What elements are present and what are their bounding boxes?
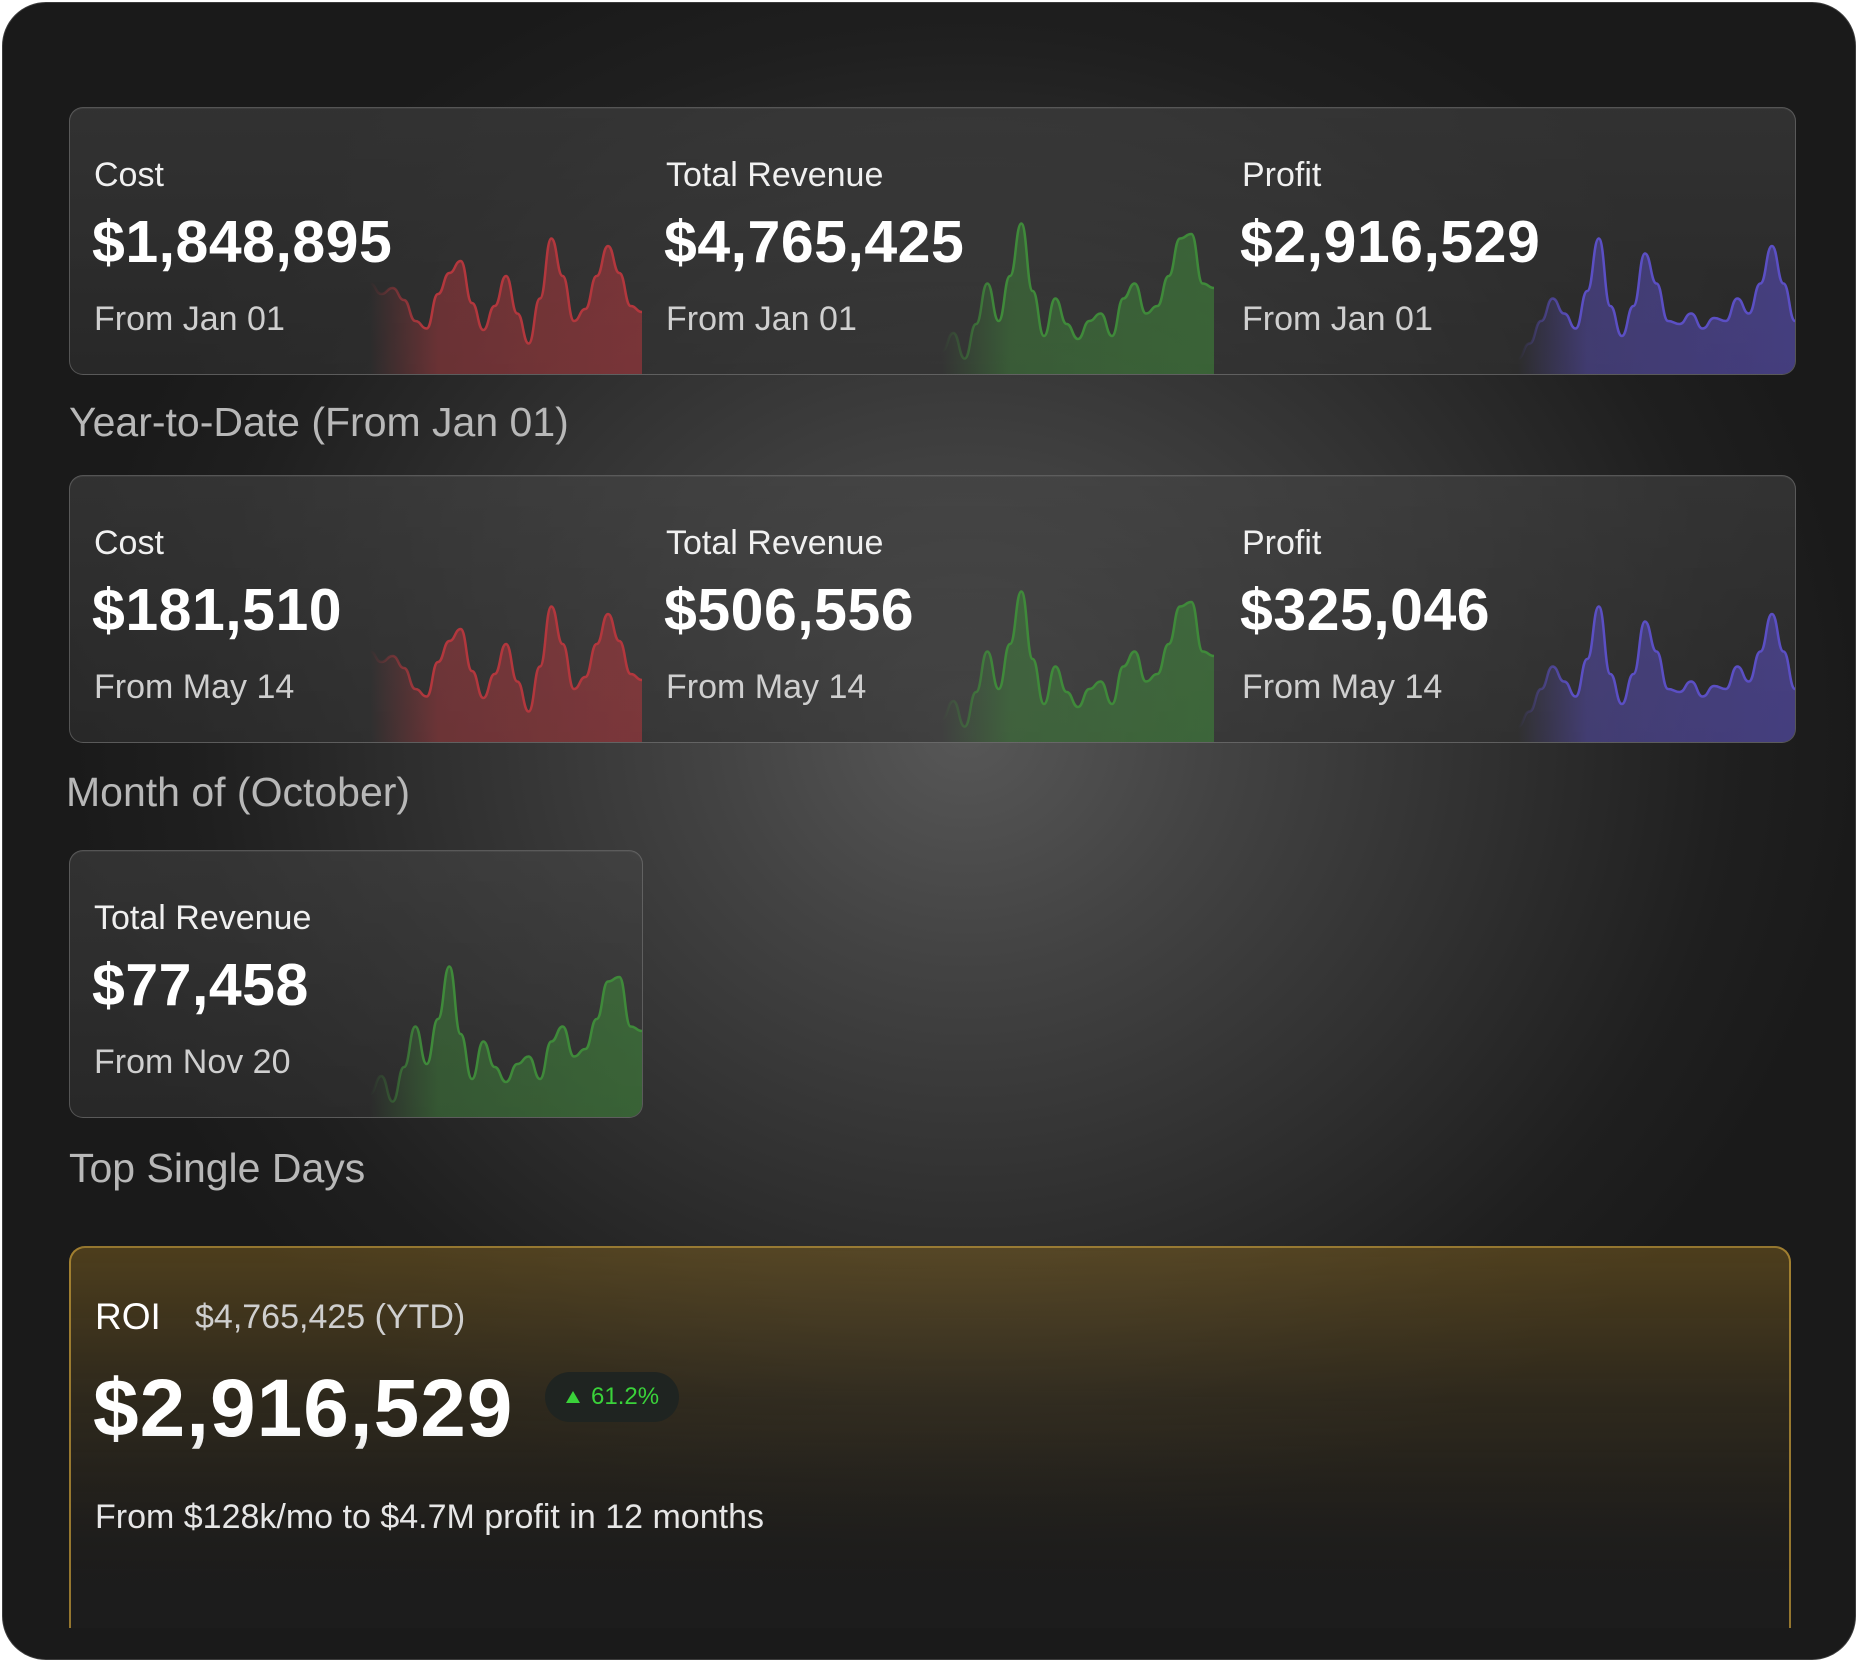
- metric-profit[interactable]: Profit $2,916,529 From Jan 01: [1218, 108, 1795, 374]
- metric-subtitle: From Jan 01: [94, 300, 285, 338]
- metric-label: Cost: [94, 524, 164, 562]
- cost-sparkline-line: [370, 237, 642, 345]
- roi-ytd-text: $4,765,425 (YTD): [195, 1298, 466, 1336]
- metric-revenue[interactable]: Total Revenue $506,556 From May 14: [642, 476, 1214, 742]
- revenue-sparkline: [942, 590, 1214, 742]
- cost-sparkline: [370, 237, 642, 374]
- revenue-sparkline-area: [370, 966, 642, 1117]
- metric-subtitle: From May 14: [1242, 668, 1443, 706]
- revenue-sparkline-line: [942, 222, 1214, 360]
- profit-sparkline-area: [1518, 238, 1795, 374]
- month-panel: Total Revenue $77,458 From Nov 20: [69, 850, 643, 1118]
- triangle-up-icon: [566, 1391, 580, 1403]
- metric-label: Cost: [94, 156, 164, 194]
- cost-sparkline-area: [370, 606, 642, 742]
- metric-cost[interactable]: Cost $181,510 From May 14: [70, 476, 642, 742]
- metric-label: Profit: [1242, 524, 1322, 562]
- metric-label: Total Revenue: [666, 156, 884, 194]
- revenue-sparkline-area: [942, 223, 1214, 374]
- roi-value: $2,916,529: [93, 1363, 514, 1454]
- roi-caption: From $128k/mo to $4.7M profit in 12 mont…: [95, 1498, 764, 1536]
- metric-value: $2,916,529: [1240, 209, 1541, 275]
- profit-sparkline-area: [1518, 606, 1795, 742]
- cost-sparkline-line: [370, 605, 642, 713]
- ytd-panel: Cost $1,848,895 From Jan 01 Total Revenu…: [69, 107, 1796, 375]
- cost-sparkline-area: [370, 238, 642, 374]
- since-may-panel: Cost $181,510 From May 14 Total Revenue …: [69, 475, 1796, 743]
- revenue-sparkline-line: [942, 590, 1214, 728]
- metric-value: $1,848,895: [92, 209, 393, 275]
- metric-value: $325,046: [1240, 577, 1491, 643]
- profit-sparkline-line: [1518, 605, 1795, 728]
- metric-revenue[interactable]: Total Revenue $77,458 From Nov 20: [70, 851, 642, 1117]
- cost-sparkline: [370, 605, 642, 742]
- metric-cost[interactable]: Cost $1,848,895 From Jan 01: [70, 108, 642, 374]
- profit-sparkline-line: [1518, 237, 1795, 360]
- roi-change-value: 61.2%: [591, 1383, 660, 1410]
- metric-label: Profit: [1242, 156, 1322, 194]
- metric-subtitle: From Nov 20: [94, 1043, 291, 1081]
- metric-value: $77,458: [92, 952, 309, 1018]
- metric-label: Total Revenue: [666, 524, 884, 562]
- metric-profit[interactable]: Profit $325,046 From May 14: [1218, 476, 1795, 742]
- metric-subtitle: From May 14: [666, 668, 867, 706]
- metric-value: $506,556: [664, 577, 915, 643]
- roi-change-badge: 61.2%: [545, 1372, 680, 1422]
- revenue-sparkline-area: [942, 591, 1214, 742]
- revenue-sparkline: [942, 222, 1214, 374]
- metric-revenue[interactable]: Total Revenue $4,765,425 From Jan 01: [642, 108, 1214, 374]
- metric-subtitle: From May 14: [94, 668, 295, 706]
- metric-value: $4,765,425: [664, 209, 965, 275]
- revenue-sparkline-line: [370, 965, 642, 1103]
- metric-value: $181,510: [92, 577, 343, 643]
- revenue-sparkline: [370, 965, 642, 1117]
- metric-subtitle: From Jan 01: [666, 300, 857, 338]
- roi-label: ROI: [95, 1296, 161, 1337]
- metric-label: Total Revenue: [94, 899, 312, 937]
- section-title-month: Month of (October): [66, 769, 411, 815]
- section-title-ytd: Year-to-Date (From Jan 01): [69, 399, 569, 445]
- section-title-top-days: Top Single Days: [69, 1145, 366, 1191]
- roi-card[interactable]: ROI $4,765,425 (YTD) $2,916,529 61.2% Fr…: [69, 1246, 1791, 1628]
- profit-sparkline: [1518, 237, 1795, 374]
- metric-subtitle: From Jan 01: [1242, 300, 1433, 338]
- profit-sparkline: [1518, 605, 1795, 742]
